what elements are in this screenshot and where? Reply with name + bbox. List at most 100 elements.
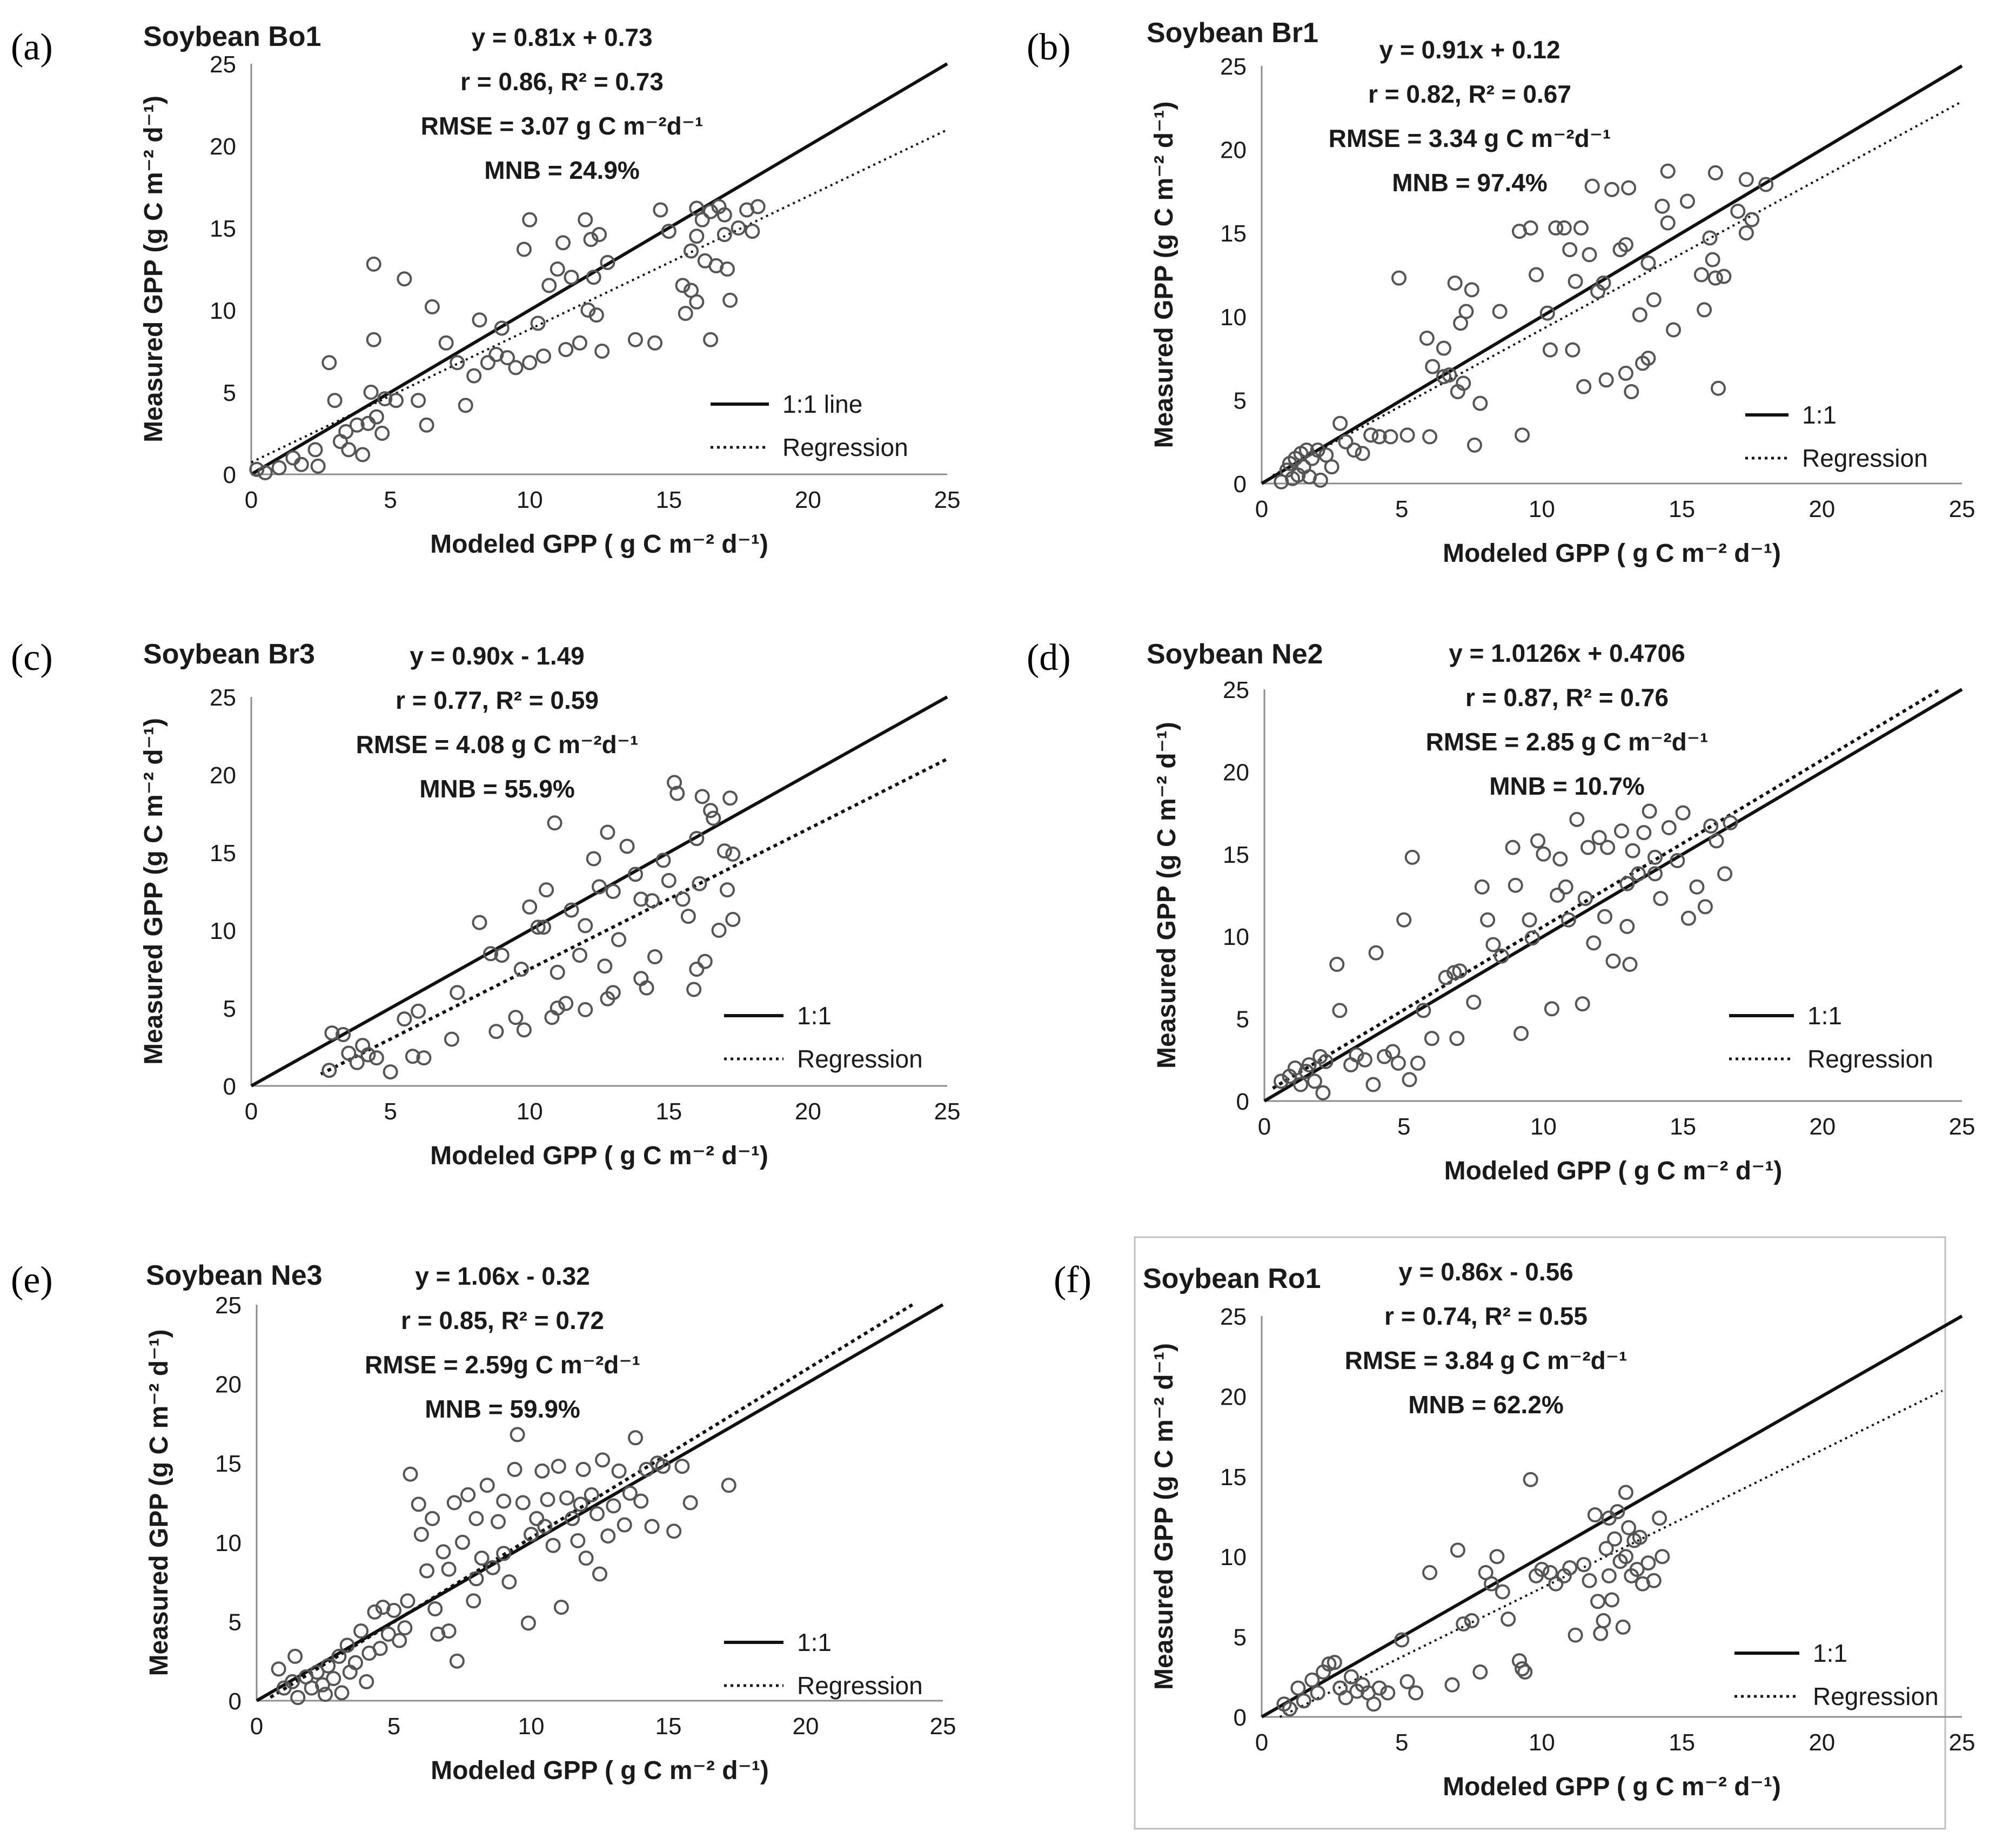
data-point: [589, 1506, 605, 1522]
x-tick-label: 20: [793, 1713, 819, 1740]
data-point: [419, 1563, 434, 1579]
data-point: [363, 385, 379, 400]
data-point: [1422, 1565, 1438, 1580]
legend-label: Regression: [1813, 1682, 1939, 1710]
data-point: [595, 1452, 611, 1468]
y-tick-label: 10: [1220, 1544, 1247, 1570]
x-tick-label: 15: [655, 487, 682, 513]
data-point: [1621, 1520, 1637, 1535]
y-tick-label: 0: [1234, 471, 1247, 498]
data-point: [1587, 1507, 1603, 1523]
data-point: [1327, 1655, 1342, 1670]
data-point: [647, 949, 663, 964]
data-point: [617, 1517, 632, 1533]
data-point: [1408, 1685, 1424, 1701]
data-point: [1610, 1504, 1625, 1520]
chart-title: Soybean Ne3: [146, 1260, 323, 1291]
data-point: [1744, 212, 1760, 227]
data-point: [578, 212, 593, 227]
data-point: [1679, 193, 1695, 209]
y-tick-label: 20: [1220, 137, 1247, 164]
data-point: [578, 1551, 594, 1566]
data-point: [1618, 1485, 1633, 1500]
data-point: [271, 1661, 286, 1677]
data-point: [441, 1623, 457, 1639]
chart-title: Soybean Ro1: [1143, 1263, 1321, 1294]
data-point: [551, 1459, 566, 1474]
y-tick-label: 5: [1236, 1006, 1249, 1033]
data-point: [721, 1478, 736, 1493]
data-point: [1404, 849, 1420, 865]
data-point: [647, 335, 663, 351]
data-point: [684, 243, 699, 259]
data-point: [419, 417, 434, 433]
data-point: [1710, 380, 1726, 396]
data-point: [1709, 833, 1724, 849]
data-point: [1615, 1619, 1631, 1635]
data-point: [565, 1511, 580, 1526]
data-point: [1366, 1696, 1382, 1712]
data-point: [1390, 1055, 1406, 1071]
data-point: [1730, 204, 1746, 219]
data-point: [1636, 825, 1652, 841]
y-tick-label: 15: [210, 840, 236, 867]
data-point: [468, 1571, 484, 1587]
data-point: [436, 1544, 451, 1560]
data-point: [1562, 242, 1578, 258]
data-point: [1357, 1052, 1372, 1068]
data-point: [689, 229, 705, 244]
data-point: [1580, 840, 1596, 855]
data-point: [564, 270, 579, 285]
data-point: [550, 261, 565, 277]
data-point: [1542, 342, 1558, 358]
data-point: [1515, 427, 1530, 443]
data-point: [336, 1026, 351, 1042]
data-point: [1666, 322, 1682, 338]
data-point: [349, 417, 365, 433]
data-point: [466, 368, 482, 384]
data-point: [522, 212, 538, 227]
data-point: [611, 932, 627, 948]
data-point: [1646, 1573, 1662, 1588]
stat-line: y = 1.06x - 0.32: [415, 1262, 590, 1290]
data-point: [1324, 459, 1339, 475]
x-tick-label: 0: [245, 487, 258, 513]
data-point: [1680, 910, 1696, 926]
data-point: [1598, 372, 1614, 388]
data-point: [322, 1063, 337, 1078]
data-point: [1619, 876, 1635, 891]
data-point: [722, 292, 738, 308]
chart-panel-b: (b) Soybean Br1 y = 0.91x + 0.12 r = 0.82, …: [1027, 17, 1975, 568]
data-point: [1293, 1077, 1309, 1092]
x-tick-label: 0: [1258, 1113, 1271, 1140]
data-point: [1495, 1584, 1510, 1600]
x-tick-label: 5: [384, 487, 397, 513]
data-point: [655, 1459, 671, 1474]
data-point: [1419, 330, 1435, 346]
data-point: [314, 1677, 330, 1693]
stat-line: r = 0.74, R² = 0.55: [1384, 1302, 1588, 1330]
y-tick-label: 15: [1220, 220, 1247, 247]
data-point: [249, 461, 265, 477]
data-point: [722, 790, 738, 806]
panel-label: (d): [1027, 637, 1071, 679]
data-point: [1568, 273, 1583, 289]
data-point: [1383, 429, 1398, 445]
y-axis-label: Measured GPP (g C m⁻² d⁻¹): [145, 1330, 173, 1676]
data-point: [1661, 820, 1677, 836]
data-point: [1536, 846, 1551, 862]
panel-label: (a): [11, 26, 53, 68]
data-point: [341, 1045, 357, 1061]
panel-label: (e): [11, 1259, 53, 1301]
data-point: [413, 1527, 429, 1542]
data-point: [1485, 937, 1501, 952]
data-point: [706, 810, 721, 826]
data-point: [716, 207, 732, 223]
data-point: [513, 962, 529, 977]
data-point: [678, 306, 693, 321]
stat-line: MNB = 55.9%: [419, 775, 575, 803]
data-point: [400, 1593, 416, 1609]
legend-label: Regression: [1807, 1045, 1933, 1073]
data-point: [508, 360, 524, 375]
chart-title: Soybean Br1: [1147, 17, 1318, 49]
